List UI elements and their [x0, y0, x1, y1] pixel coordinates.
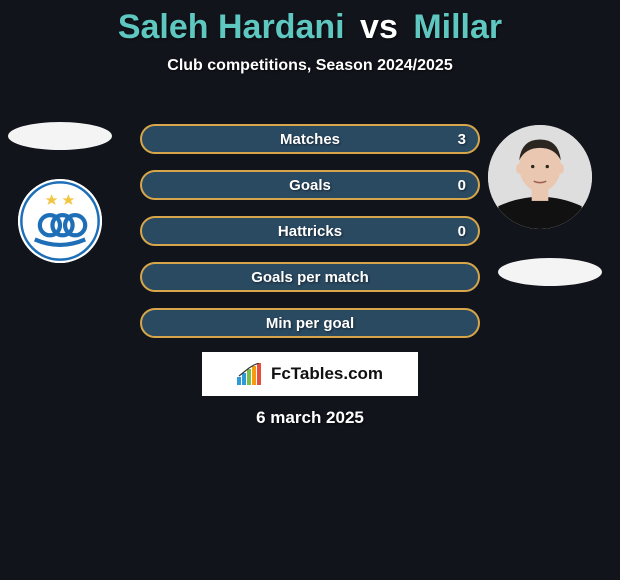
player1-club-badge — [18, 179, 102, 263]
player1-name: Saleh Hardani — [118, 8, 345, 46]
subtitle: Club competitions, Season 2024/2025 — [0, 57, 620, 75]
bars-icon — [237, 363, 265, 385]
stat-value-right: 0 — [458, 223, 466, 240]
stat-row: Goals 0 — [140, 170, 480, 200]
stat-label: Matches — [280, 131, 340, 148]
stat-label: Hattricks — [278, 223, 342, 240]
comparison-title: Saleh Hardani vs Millar — [0, 0, 620, 47]
avatar-icon — [488, 125, 592, 229]
stat-label: Goals — [289, 177, 331, 194]
player2-name: Millar — [413, 8, 502, 46]
stats-table: Matches 3 Goals 0 Hattricks 0 Goals per … — [140, 124, 480, 354]
fctables-text: FcTables.com — [271, 364, 383, 384]
date-text: 6 march 2025 — [0, 408, 620, 428]
stat-value-right: 3 — [458, 131, 466, 148]
stat-label: Min per goal — [266, 315, 354, 332]
fctables-logo: FcTables.com — [202, 352, 418, 396]
stat-row: Hattricks 0 — [140, 216, 480, 246]
stat-value-right: 0 — [458, 177, 466, 194]
stat-row: Min per goal — [140, 308, 480, 338]
stat-row: Goals per match — [140, 262, 480, 292]
player2-base-ellipse — [498, 258, 602, 286]
club-badge-icon — [18, 179, 102, 263]
vs-text: vs — [360, 8, 398, 46]
stat-row: Matches 3 — [140, 124, 480, 154]
stat-label: Goals per match — [251, 269, 369, 286]
player2-avatar — [488, 125, 592, 229]
player1-base-ellipse — [8, 122, 112, 150]
